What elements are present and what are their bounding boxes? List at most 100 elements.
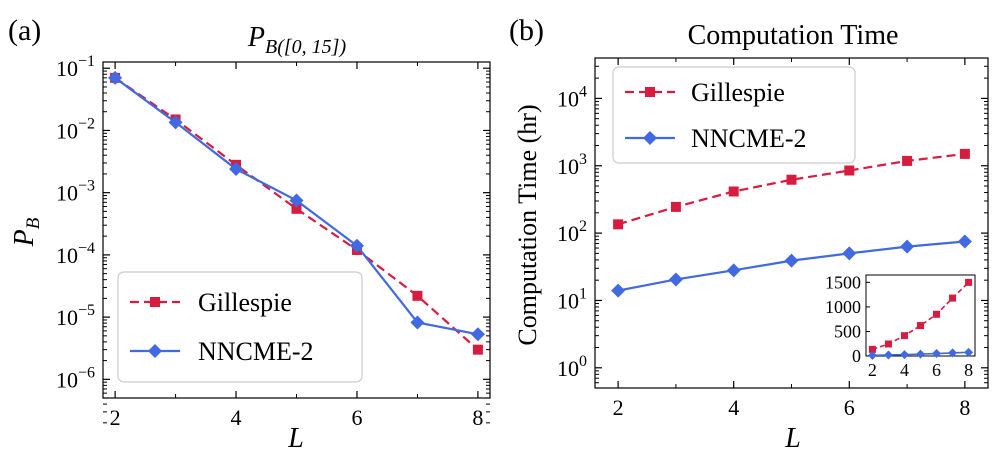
panel-a-ytick-label-exp: −2 xyxy=(78,115,95,132)
panel-b-legend-label: NNCME-2 xyxy=(691,124,807,153)
panel-a-ylabel-sub: B xyxy=(23,217,44,229)
panel-b-point-nncme xyxy=(957,234,972,249)
panel-a-title: PB([0, 15]) xyxy=(247,22,347,58)
panel-b-ytick-label-base: 10 xyxy=(557,86,579,111)
panel-a-ytick-label: 10−3 xyxy=(56,178,95,206)
panel-b-inset-point-gillespie xyxy=(933,310,941,318)
panel-a-xtick-label: 4 xyxy=(231,405,242,430)
panel-a-ytick-label-base: 10 xyxy=(56,367,78,392)
panel-b-label: (b) xyxy=(509,14,544,47)
panel-a-point-nncme xyxy=(349,238,364,253)
panel-b-inset-ytick-label: 1500 xyxy=(825,272,861,292)
panel-b-point-gillespie xyxy=(670,201,681,212)
panel-b-series-line-gillespie xyxy=(617,152,966,226)
panel-b-point-nncme xyxy=(668,272,683,287)
panel-a-ytick-label-base: 10 xyxy=(56,56,78,81)
panel-a-legend-label: NNCME-2 xyxy=(198,337,314,366)
panel-b-ytick-label-base: 10 xyxy=(557,154,579,179)
panel-a-legend-marker xyxy=(150,297,160,307)
panel-b-inset-xtick-label: 2 xyxy=(868,360,877,380)
panel-a-ytick-label: 10−5 xyxy=(56,302,95,330)
panel-b-ylabel: Computation Time (hr) xyxy=(513,104,542,345)
panel-b-point-nncme xyxy=(726,263,741,278)
panel-b-ytick-label-exp: 0 xyxy=(579,353,587,370)
panel-a-ytick-label-exp: −3 xyxy=(78,178,95,195)
panel-b-inset-point-gillespie xyxy=(949,294,957,302)
panel-b-inset-ytick-label: 1000 xyxy=(825,297,861,317)
panel-b-legend-marker xyxy=(645,87,655,97)
panel-b-point-gillespie xyxy=(959,148,970,159)
panel-b-inset-ytick-label: 500 xyxy=(834,321,861,341)
panel-b-ytick-label: 101 xyxy=(557,285,587,313)
panel-b-point-nncme xyxy=(784,253,799,268)
panel-a-point-nncme xyxy=(168,115,183,130)
panel-b-point-gillespie xyxy=(902,155,913,166)
panel-b-xtick-label: 8 xyxy=(959,395,970,420)
panel-a-ytick-label-base: 10 xyxy=(56,118,78,143)
panel-a-ytick-label-base: 10 xyxy=(56,305,78,330)
panel-a-point-gillespie xyxy=(412,290,423,301)
panel-b-inset-point-nncme xyxy=(899,350,909,360)
panel-a-ylabel-main: P xyxy=(9,229,40,247)
panel-b-ytick-label-exp: 3 xyxy=(579,151,587,168)
panel-b-xtick-label: 2 xyxy=(613,395,624,420)
panel-b-legend-marker xyxy=(643,131,657,145)
panel-b-inset-point-gillespie xyxy=(884,340,892,348)
panel-a-xtick-label: 8 xyxy=(472,405,483,430)
panel-b-ytick-label-base: 10 xyxy=(557,356,579,381)
panel-a-point-gillespie xyxy=(291,203,302,214)
panel-b-inset-point-nncme xyxy=(867,350,877,360)
panel-a-point-nncme xyxy=(410,315,425,330)
panel-a-legend-label: Gillespie xyxy=(198,288,292,317)
panel-b-inset-point-gillespie xyxy=(965,278,973,286)
panel-b-point-nncme xyxy=(842,246,857,261)
panel-b-ytick-label-base: 10 xyxy=(557,221,579,246)
panel-a-ytick-label: 10−2 xyxy=(56,115,95,143)
panel-a-ytick-label: 10−1 xyxy=(56,53,95,81)
panel-a-label: (a) xyxy=(8,14,41,47)
panel-a-xtick-label: 6 xyxy=(351,405,362,430)
panel-b-inset-point-nncme xyxy=(932,349,942,359)
panel-b-inset-point-nncme xyxy=(916,349,925,359)
panel-a-ylabel: PB xyxy=(9,217,44,247)
panel-b-inset-xtick-label: 4 xyxy=(900,360,909,380)
panel-b-xtick-label: 4 xyxy=(728,395,739,420)
panel-a-legend-marker xyxy=(148,344,162,358)
panel-b-point-gillespie xyxy=(786,174,797,185)
panel-b-point-nncme xyxy=(900,239,915,254)
panel-b-inset-ytick-label: 0 xyxy=(852,346,861,366)
panel-a-ytick-label: 10−4 xyxy=(56,240,95,268)
panel-a-legend xyxy=(117,271,363,383)
panel-a-point-nncme xyxy=(229,162,244,177)
panel-a-point-nncme xyxy=(108,70,123,85)
panel-b-ytick-label-exp: 1 xyxy=(579,285,587,302)
panel-a-point-nncme xyxy=(289,193,304,208)
panel-b-point-gillespie xyxy=(728,186,739,197)
panel-b-inset-point-nncme xyxy=(883,350,893,360)
panel-b-legend-label: Gillespie xyxy=(691,78,785,107)
panel-b-inset-point-gillespie xyxy=(917,322,924,330)
panel-b-ytick-label-base: 10 xyxy=(557,288,579,313)
panel-a-title-sub: B([0, 15]) xyxy=(265,36,346,58)
panel-b-ytick-label-exp: 4 xyxy=(579,83,587,100)
panel-b-point-nncme xyxy=(611,283,626,298)
panel-b-inset-point-nncme xyxy=(948,348,958,358)
panel-b-point-gillespie xyxy=(844,165,855,176)
panel-a-ytick-label-exp: −6 xyxy=(78,364,95,381)
panel-b-ytick-label: 103 xyxy=(557,151,587,179)
panel-a-ytick-label-exp: −5 xyxy=(78,302,95,319)
panel-b-xlabel: L xyxy=(784,423,801,454)
panel-a-ytick-label: 10−6 xyxy=(56,364,95,392)
panel-a-point-gillespie xyxy=(472,344,483,355)
panel-b-ytick-label: 102 xyxy=(557,218,587,246)
panel-b-ytick-label-exp: 2 xyxy=(579,218,587,235)
panel-b-inset-point-nncme xyxy=(964,347,974,357)
panel-b-inset-point-gillespie xyxy=(868,345,876,353)
panel-b-title: Computation Time xyxy=(688,20,899,51)
panel-a-ytick-label-base: 10 xyxy=(56,243,78,268)
panel-b-xtick-label: 6 xyxy=(844,395,855,420)
panel-a-ytick-label-base: 10 xyxy=(56,181,78,206)
panel-b-inset-point-gillespie xyxy=(900,332,908,340)
panel-a-xlabel: L xyxy=(287,423,304,454)
